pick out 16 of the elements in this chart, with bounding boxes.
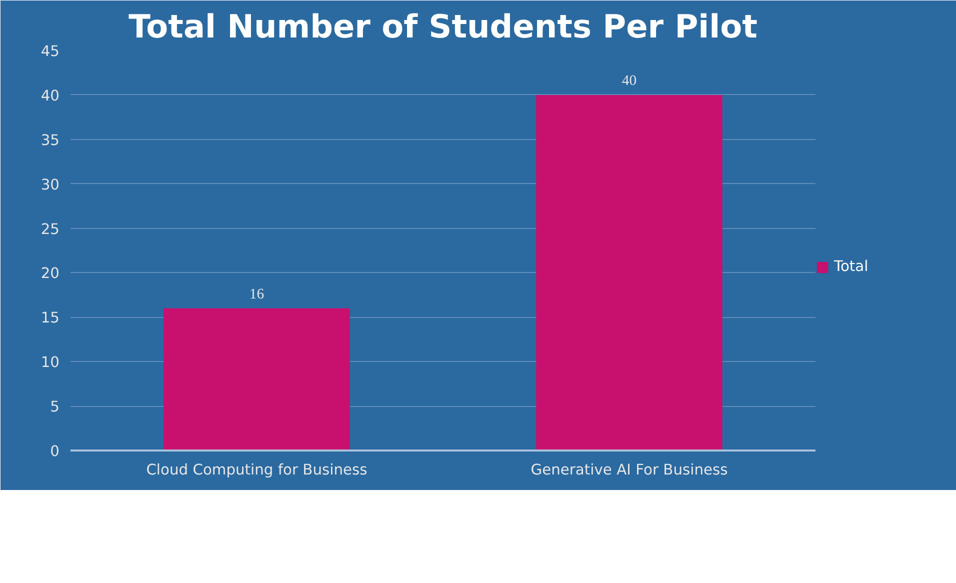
y-tick-label: 30 <box>40 176 60 194</box>
x-tick-label: Generative AI For Business <box>530 462 728 478</box>
chart-title: Total Number of Students Per Pilot <box>128 8 758 46</box>
data-label: 40 <box>622 72 637 89</box>
y-tick-label: 40 <box>40 87 60 104</box>
y-tick-label: 25 <box>40 220 60 238</box>
y-tick-label: 35 <box>40 132 60 149</box>
x-tick-label: Cloud Computing for Business <box>146 462 368 478</box>
y-tick-label: 0 <box>50 443 60 460</box>
y-tick-label: 20 <box>40 265 60 282</box>
y-tick-label: 15 <box>40 310 60 327</box>
y-tick-label: 5 <box>50 398 60 416</box>
legend-label: Total <box>834 258 868 275</box>
y-tick-label: 10 <box>40 354 60 372</box>
y-tick-label: 45 <box>40 43 60 60</box>
data-label: 16 <box>249 286 264 302</box>
